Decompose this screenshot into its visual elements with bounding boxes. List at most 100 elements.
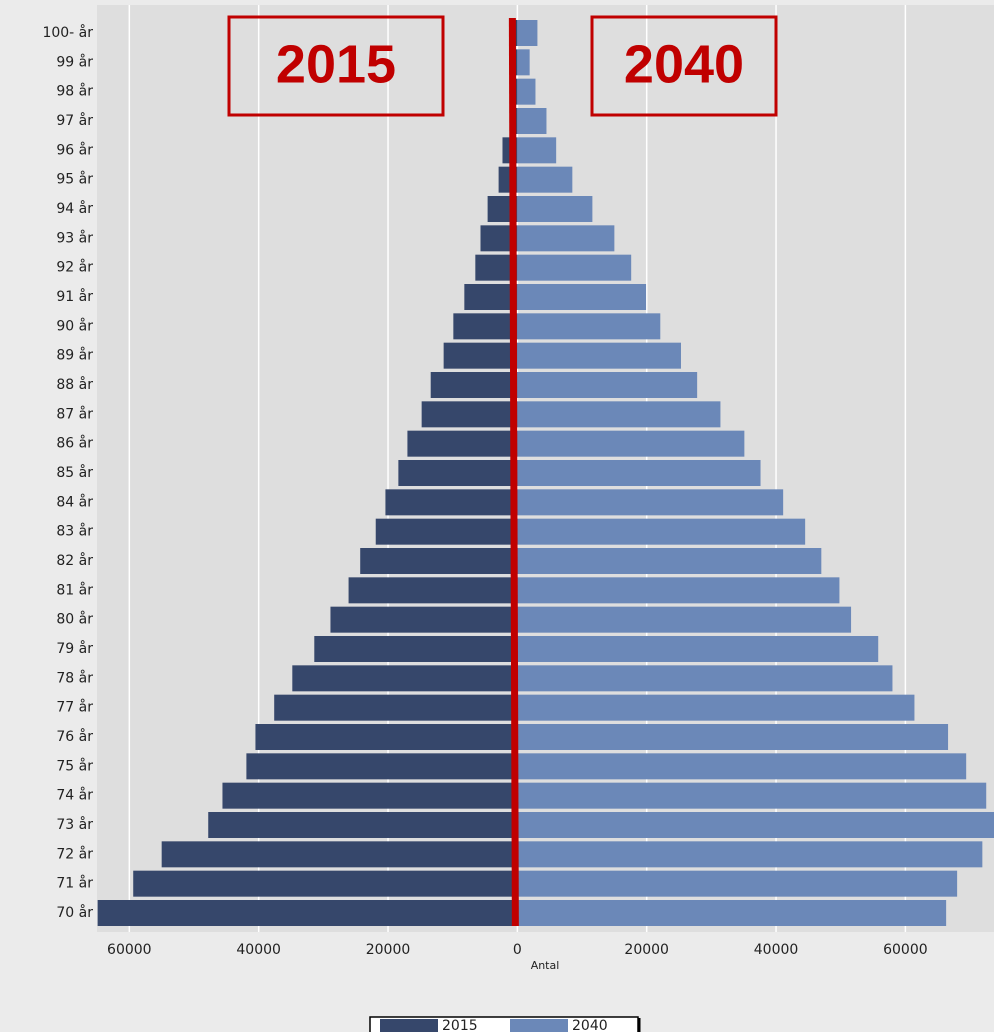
bar [517, 606, 852, 633]
y-tick-label: 86 år [56, 435, 93, 452]
bar [430, 372, 518, 398]
y-tick-label: 89 år [56, 347, 93, 364]
bar [517, 284, 647, 310]
y-tick-label: 83 år [56, 523, 93, 540]
bar [517, 313, 661, 340]
bar [517, 137, 557, 164]
legend: 2015 2040 [380, 1018, 608, 1032]
bars [97, 20, 994, 926]
bar [517, 196, 593, 222]
bar [517, 20, 538, 46]
bar [385, 489, 518, 516]
bar [517, 518, 806, 545]
legend-label: 2015 [442, 1018, 478, 1032]
y-tick-label: 97 år [56, 112, 93, 129]
bar [515, 20, 518, 46]
bar [515, 49, 518, 76]
bar [222, 782, 518, 809]
x-tick-label: 40000 [754, 942, 799, 958]
y-tick-label: 79 år [56, 640, 93, 657]
y-tick-label: 91 år [56, 288, 93, 305]
bar [517, 430, 745, 457]
bar [443, 342, 518, 369]
bar [407, 430, 518, 457]
legend-label: 2040 [572, 1018, 608, 1032]
y-tick-label: 78 år [56, 669, 93, 686]
bar [517, 254, 632, 281]
y-tick-label: 81 år [56, 581, 93, 598]
y-tick-label: 70 år [56, 904, 93, 921]
x-axis-label: Antal [531, 959, 560, 972]
bar [517, 841, 983, 868]
y-tick-label: 75 år [56, 757, 93, 774]
y-tick-label: 85 år [56, 464, 93, 481]
y-tick-label: 84 år [56, 493, 93, 510]
x-tick-label: 20000 [624, 942, 669, 958]
bar [517, 78, 536, 105]
y-tick-label: 99 år [56, 53, 93, 70]
y-tick-label: 71 år [56, 875, 93, 892]
x-tick-label: 60000 [107, 942, 152, 958]
y-tick-label: 82 år [56, 552, 93, 569]
x-tick-label: 60000 [883, 942, 928, 958]
y-tick-label: 87 år [56, 405, 93, 422]
bar [517, 108, 547, 134]
bar [274, 694, 518, 721]
legend-swatch [380, 1019, 438, 1032]
y-tick-label: 90 år [56, 317, 93, 334]
y-tick-label: 74 år [56, 787, 93, 804]
y-tick-label: 88 år [56, 376, 93, 393]
bar [517, 401, 721, 428]
bar [246, 753, 518, 780]
bar [517, 782, 987, 809]
annotation: 2040 [624, 34, 744, 94]
bar [314, 636, 518, 662]
bar [517, 636, 879, 662]
y-tick-label: 80 år [56, 611, 93, 628]
x-tick-label: 20000 [366, 942, 411, 958]
bar [517, 753, 967, 780]
bar [517, 166, 573, 193]
y-tick-label: 100- år [42, 24, 93, 41]
y-tick-label: 73 år [56, 816, 93, 833]
y-tick-label: 76 år [56, 728, 93, 745]
bar [517, 489, 784, 516]
bar [517, 870, 958, 897]
bar [208, 812, 518, 838]
bar [517, 460, 761, 486]
bar [255, 724, 518, 750]
bar [517, 577, 840, 604]
bar [517, 225, 615, 252]
annotation-box [227, 15, 445, 117]
x-tick-label: 0 [513, 942, 522, 958]
y-tick-label: 94 år [56, 200, 93, 217]
bar [517, 372, 698, 398]
bar [517, 342, 681, 369]
bar [453, 313, 518, 340]
bar [517, 665, 893, 692]
legend-swatch [510, 1019, 568, 1032]
bar [97, 900, 518, 926]
bar [292, 665, 518, 692]
y-tick-label: 92 år [56, 259, 93, 276]
y-tick-label: 98 år [56, 83, 93, 100]
zero-line [508, 17, 519, 927]
bar [517, 49, 530, 76]
bar [348, 577, 518, 604]
bar [330, 606, 518, 633]
bar [464, 284, 518, 310]
bar [161, 841, 518, 868]
y-tick-label: 72 år [56, 845, 93, 862]
bar [421, 401, 518, 428]
bar [517, 900, 947, 926]
bar [133, 870, 518, 897]
y-tick-label: 95 år [56, 171, 93, 188]
y-tick-label: 93 år [56, 229, 93, 246]
annotation-box [590, 15, 778, 117]
bar [398, 460, 518, 486]
y-tick-label: 96 år [56, 141, 93, 158]
annotation: 2015 [276, 34, 396, 94]
bar [360, 548, 518, 574]
bar [517, 694, 915, 721]
